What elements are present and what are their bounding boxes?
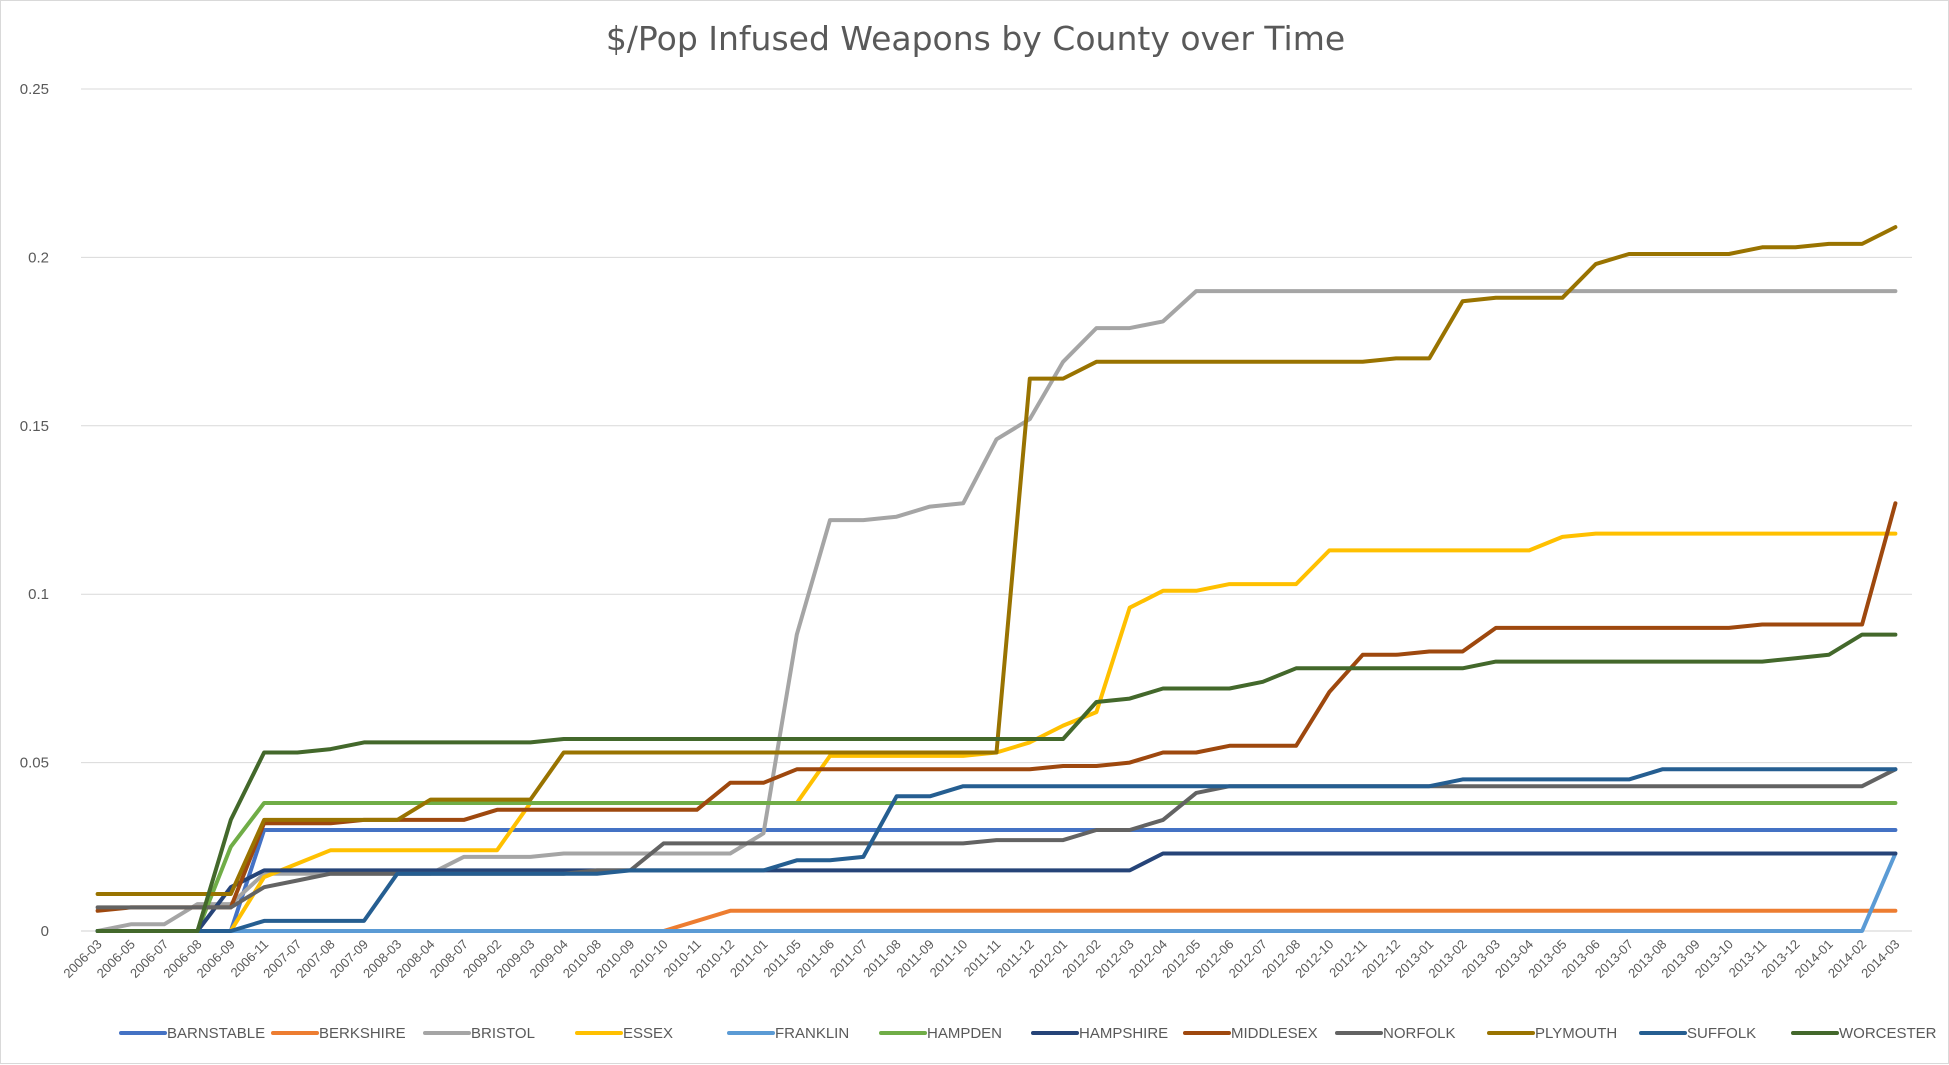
series-line-norfolk xyxy=(95,767,1898,910)
y-tick-label: 0.25 xyxy=(20,81,49,98)
legend-label-bristol: BRISTOL xyxy=(471,1025,535,1042)
x-axis-tick-labels: 2006-032006-052006-072006-082006-092006-… xyxy=(60,937,1902,981)
series-line-bristol xyxy=(95,289,1898,933)
series-line-suffolk xyxy=(95,767,1898,933)
series-line-worcester xyxy=(95,632,1898,933)
series-line-plymouth xyxy=(95,225,1898,896)
y-tick-label: 0 xyxy=(41,923,49,940)
series-lines xyxy=(95,225,1898,933)
y-axis-tick-labels: 0 0.05 0.1 0.15 0.2 0.25 xyxy=(20,81,49,940)
series-line-barnstable xyxy=(95,828,1898,933)
legend-label-middlesex: MIDDLESEX xyxy=(1231,1025,1318,1042)
legend-label-suffolk: SUFFOLK xyxy=(1687,1025,1756,1042)
legend-label-franklin: FRANKLIN xyxy=(775,1025,849,1042)
x-tick-label: 2011-10 xyxy=(927,937,971,981)
series-line-hampden xyxy=(95,801,1898,933)
legend-label-berkshire: BERKSHIRE xyxy=(319,1025,406,1042)
legend-label-barnstable: BARNSTABLE xyxy=(167,1025,265,1042)
chart-title: $/Pop Infused Weapons by County over Tim… xyxy=(605,19,1346,58)
legend-label-hampshire: HAMPSHIRE xyxy=(1079,1025,1168,1042)
y-tick-label: 0.2 xyxy=(28,249,49,266)
y-tick-label: 0.05 xyxy=(20,755,49,772)
legend-label-norfolk: NORFOLK xyxy=(1383,1025,1456,1042)
legend: BARNSTABLE BERKSHIRE BRISTOL ESSEX FRANKLIN H… xyxy=(119,1025,1937,1042)
legend-label-hampden: HAMPDEN xyxy=(927,1025,1002,1042)
y-tick-label: 0.15 xyxy=(20,418,49,435)
legend-label-essex: ESSEX xyxy=(623,1025,673,1042)
series-line-franklin xyxy=(95,851,1898,933)
legend-label-plymouth: PLYMOUTH xyxy=(1535,1025,1617,1042)
legend-label-worcester: WORCESTER xyxy=(1839,1025,1937,1042)
y-tick-label: 0.1 xyxy=(28,586,49,603)
series-line-hampshire xyxy=(95,851,1898,933)
